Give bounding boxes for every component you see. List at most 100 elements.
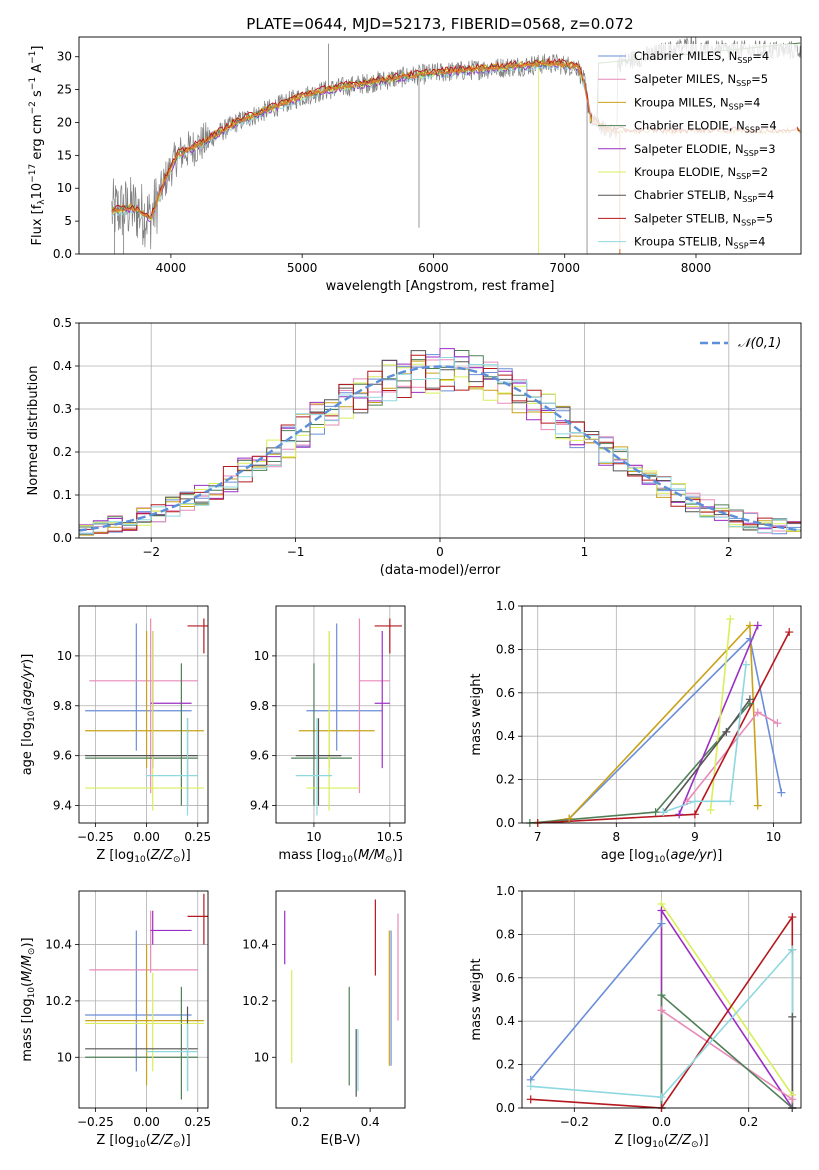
- y-tick-label: 0.2: [53, 445, 72, 459]
- x-axis-label-part: Z/Z: [668, 1133, 692, 1148]
- weight-marker: [651, 808, 660, 817]
- x-axis-label: mass [log10(M/M⊙)]: [278, 848, 402, 865]
- x-axis-label-part: (data-model)/error: [380, 563, 501, 578]
- weight-marker: [788, 1012, 797, 1021]
- x-axis-label-part: ⊙: [173, 1140, 181, 1150]
- weight-marker: [683, 797, 692, 806]
- y-tick-label: 10.2: [45, 994, 72, 1008]
- x-tick-label: 0.0: [652, 1115, 671, 1129]
- weight-marker: [753, 708, 762, 717]
- x-tick-label: −0.25: [77, 830, 114, 844]
- weight-marker: [565, 814, 574, 823]
- axes-frame: [78, 36, 802, 255]
- y-axis-label: mass [log10(M/M⊙)]: [20, 937, 37, 1061]
- x-tick-label: 10.5: [376, 830, 403, 844]
- x-axis-label-part: )]: [712, 848, 722, 863]
- x-axis-label: wavelength [Angstrom, rest frame]: [326, 279, 555, 294]
- x-axis-label-part: wavelength [Angstrom, rest frame]: [326, 279, 555, 294]
- legend-entry-sub: SSP: [741, 218, 756, 227]
- x-axis-label: age [log10(age/yr)]: [601, 848, 723, 865]
- x-tick-label: 4000: [156, 261, 187, 275]
- legend-entry: Salpeter STELIB, NSSP=5: [634, 211, 773, 227]
- x-axis-label-part: (: [146, 1133, 151, 1148]
- normal-pdf-line: [79, 365, 801, 532]
- data-spectrum-line: [111, 37, 801, 250]
- legend-entry-tail: =3: [759, 142, 776, 156]
- x-axis-label-part: )]: [392, 848, 402, 863]
- legend-entry-tail: =2: [751, 165, 768, 179]
- y-axis-label-part: (: [20, 706, 35, 711]
- legend-entry-base: Salpeter MILES, N: [634, 72, 736, 86]
- legend-entry: Chabrier ELODIE, NSSP=4: [634, 119, 777, 135]
- y-tick-label: 1.0: [496, 599, 515, 613]
- weight-marker: [745, 634, 754, 643]
- weight-marker: [753, 801, 762, 810]
- legend-entry: Salpeter MILES, NSSP=5: [634, 72, 768, 88]
- y-tick-label: 20: [57, 115, 72, 129]
- y-tick-label: 10.4: [45, 938, 72, 952]
- y-tick-label: 0.5: [53, 316, 72, 330]
- weight-marker: [785, 628, 794, 637]
- legend-entry: Kroupa MILES, NSSP=4: [634, 95, 760, 111]
- x-axis-label-part: ⊙: [173, 855, 181, 865]
- x-axis-label: Z [log10(Z/Z⊙)]: [96, 1133, 190, 1150]
- x-tick-label: 0.00: [133, 830, 160, 844]
- y-tick-label: 0.4: [53, 359, 72, 373]
- x-tick-label: 0.25: [184, 830, 211, 844]
- x-tick-label: 7: [534, 830, 542, 844]
- y-tick-label: 9.6: [250, 749, 269, 763]
- y-axis-label-part: Normed distribution: [26, 366, 41, 496]
- x-axis-label-part: age [log: [601, 848, 654, 863]
- x-axis-label-part: )]: [181, 848, 191, 863]
- y-tick-label: 0.6: [496, 971, 515, 985]
- weight-marker: [741, 660, 750, 669]
- y-tick-label: 10: [57, 181, 72, 195]
- x-tick-label: −0.25: [77, 1115, 114, 1129]
- y-axis-label-part: 10: [27, 987, 37, 999]
- y-axis-label-part: age/yr: [20, 662, 35, 705]
- y-tick-label: 0.0: [53, 531, 72, 545]
- legend-entry-tail: =4: [760, 119, 777, 133]
- model-spectrum-line: [111, 61, 621, 254]
- x-tick-label: 0.00: [133, 1115, 160, 1129]
- legend-entry: Chabrier STELIB, NSSP=4: [634, 188, 774, 204]
- legend-entry-tail: =5: [751, 72, 768, 86]
- weight-marker: [690, 797, 699, 806]
- plot-layer: 4000 5000 6000 7000 80000.051015202530wavele…: [20, 36, 802, 1150]
- x-axis-label-part: )]: [181, 1133, 191, 1148]
- y-tick-label: 0.0: [53, 247, 72, 261]
- x-tick-label: 1: [581, 545, 589, 559]
- legend-entry-sub: SSP: [742, 195, 757, 204]
- y-axis-label-part: 10: [30, 183, 45, 200]
- y-axis-label: mass weight: [469, 958, 484, 1040]
- legend-entry-tail: =4: [744, 95, 761, 109]
- x-tick-label: −0.2: [560, 1115, 589, 1129]
- x-axis-label-part: Z [log: [96, 848, 134, 863]
- y-tick-label: 15: [57, 148, 72, 162]
- x-tick-label: 5000: [287, 261, 318, 275]
- y-tick-label: 5: [64, 214, 72, 228]
- y-axis-label-part: Flux [f: [30, 204, 45, 245]
- y-axis-label-part: mass weight: [469, 673, 484, 755]
- weight-line: [709, 618, 732, 811]
- x-axis-label-part: 10: [654, 855, 666, 865]
- y-tick-label: 9.4: [250, 799, 269, 813]
- x-axis-label-part: ⊙: [691, 1140, 699, 1150]
- weight-marker: [675, 810, 684, 819]
- weight-marker: [722, 727, 731, 736]
- axes-frame: [78, 322, 802, 539]
- y-tick-label: 9.8: [53, 699, 72, 713]
- panel-mass-vs-EBV: 0.2 0.4 10 10.2 10.4 E(B-V): [242, 890, 406, 1148]
- legend-entry: Chabrier MILES, NSSP=4: [634, 49, 769, 65]
- y-tick-label: 30: [57, 50, 72, 64]
- weight-marker: [706, 805, 715, 814]
- y-axis-label-part: mass weight: [469, 958, 484, 1040]
- legend-entry-sub: SSP: [744, 149, 759, 158]
- y-tick-label: 10: [57, 649, 72, 663]
- x-axis-label: E(B-V): [320, 1133, 360, 1148]
- panel-mass-weight-vs-Z: −0.2 0.0 0.2 0.0 0.2 0.4 0.6 0.8 1.0 Z [log10(Z/Z…: [469, 884, 802, 1150]
